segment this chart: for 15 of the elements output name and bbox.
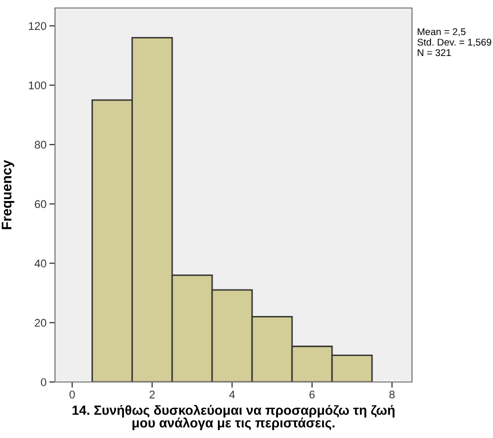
y-tick-label: 0 [40,378,46,386]
x-tick-label: 0 [70,390,75,398]
text: Mean = 2,5 Std. Dev. = 1,569 N = 321 [417,28,492,56]
y-tick-label: 40 [34,260,46,268]
y-tick-label: 80 [34,140,46,149]
x-tick-label: 2 [150,390,155,398]
y-tick-label: 100 [28,81,46,90]
x-tick-label: 8 [389,390,395,398]
x-axis-title: 14. Συνήθως δυσκολεύομαι να προσαρμόζω τη ζωή μου ανάλογα με τις περιστάσεις. [72,404,394,430]
x-tick-label: 6 [310,390,315,398]
y-tick-label: 120 [28,22,46,30]
y-axis-title: Frequency [2,160,14,230]
x-tick-label: 4 [229,390,235,398]
y-tick-label: 20 [34,318,46,327]
y-tick-label: 60 [34,200,46,208]
